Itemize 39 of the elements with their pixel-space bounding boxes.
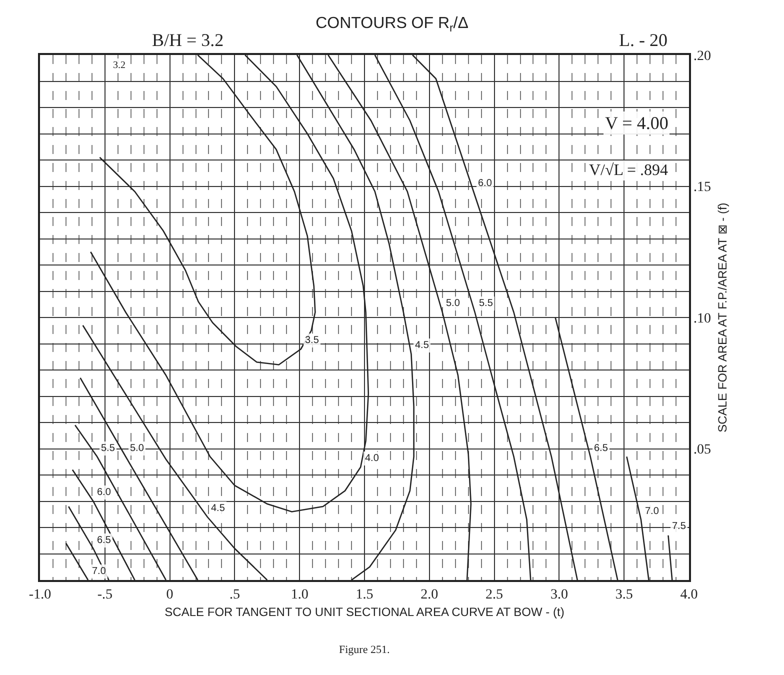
- y-tick-label: .15: [694, 180, 712, 196]
- series-label: 6.5: [594, 443, 608, 454]
- x-tick-label: -1.0: [28, 588, 52, 603]
- x-tick-label: -.5: [97, 588, 112, 603]
- series-label: 5.0: [446, 298, 460, 309]
- x-tick-label: 1.0: [290, 588, 308, 603]
- annotation: 3.2: [113, 60, 126, 71]
- series-label: 6.0: [97, 487, 112, 498]
- x-tick-label: 2.0: [420, 588, 438, 603]
- series-label: 7.0: [645, 506, 660, 517]
- series-label: 7.5: [672, 521, 686, 532]
- text: B/H = 3.2: [152, 30, 224, 50]
- series-label: 3.5: [305, 335, 320, 346]
- x-tick-label: 1.5: [356, 588, 374, 603]
- y-tick-label: .05: [694, 442, 712, 458]
- y-axis-title: SCALE FOR AREA AT F.P./AREA AT ⊠ - (f): [715, 202, 730, 432]
- x-tick-label: 4.0: [680, 588, 698, 603]
- series-label: 4.5: [415, 340, 430, 351]
- series-label: 5.5: [101, 443, 116, 454]
- text: 5.0: [130, 443, 144, 454]
- y-tick-label: .10: [694, 311, 712, 326]
- annotation: V = 4.00: [605, 113, 668, 133]
- x-tick-label: 2.5: [486, 588, 504, 603]
- x-tick-label: 3.0: [550, 588, 568, 603]
- text: L. - 20: [619, 30, 668, 50]
- series-label: 4.0: [365, 453, 380, 464]
- y-tick-label: .20: [694, 48, 712, 64]
- text: 6.5: [97, 535, 111, 546]
- caption: Figure 251.: [339, 644, 390, 656]
- text: 5.5: [479, 298, 493, 309]
- text: 4.5: [211, 503, 225, 514]
- annotation: V/√L = .894: [589, 162, 668, 179]
- text: 7.0: [92, 566, 106, 577]
- x-tick-label: 3.5: [615, 588, 633, 603]
- x-axis-title: SCALE FOR TANGENT TO UNIT SECTIONAL AREA CURVE AT BOW - (t): [164, 604, 564, 619]
- x-tick-label: 0: [166, 588, 174, 603]
- text: 6.0: [478, 178, 492, 189]
- chart-title: CONTOURS OF R$_{r}$/Δ: [316, 15, 469, 34]
- x-tick-label: .5: [229, 588, 240, 603]
